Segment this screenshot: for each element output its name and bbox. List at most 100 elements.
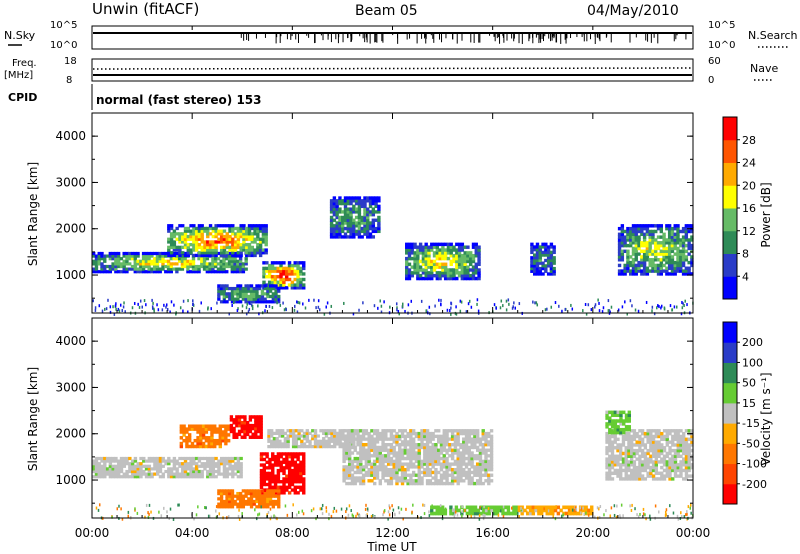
heat-cell — [359, 459, 363, 464]
heat-cell — [550, 305, 553, 309]
heat-cell — [546, 258, 551, 263]
heat-cell — [364, 459, 369, 464]
heat-cell — [173, 303, 175, 307]
heat-cell — [219, 462, 224, 466]
heat-cell — [271, 494, 275, 498]
heat-cell — [619, 477, 623, 481]
heat-cell — [363, 229, 367, 234]
heat-cell — [236, 264, 240, 269]
heat-cell — [311, 434, 315, 438]
heat-cell — [287, 485, 292, 489]
heat-cell — [474, 276, 478, 281]
heat-cell — [249, 286, 254, 291]
heat-cell — [284, 277, 289, 282]
heat-cell — [271, 466, 275, 470]
heat-cell — [347, 431, 352, 436]
heat-cell — [296, 269, 300, 273]
heat-cell — [377, 306, 379, 310]
heat-cell — [487, 479, 491, 483]
heat-cell — [233, 248, 238, 252]
heat-cell — [130, 467, 135, 471]
heat-cell — [264, 251, 268, 255]
heat-cell — [668, 431, 672, 436]
heat-cell — [125, 459, 129, 463]
heat-cell — [282, 286, 286, 290]
heat-cell — [231, 303, 233, 307]
heat-cell — [255, 489, 259, 493]
heat-cell — [167, 240, 171, 244]
heat-cell — [247, 237, 252, 241]
heat-cell — [469, 262, 473, 267]
heat-cell — [670, 232, 675, 237]
heat-cell — [456, 456, 460, 461]
heat-cell — [105, 469, 110, 474]
heat-cell — [332, 196, 337, 200]
heat-cell — [690, 434, 694, 439]
heat-cell — [384, 448, 388, 452]
heat-cell — [676, 235, 680, 239]
heat-cell — [457, 265, 462, 269]
heat-cell — [634, 235, 638, 239]
heat-cell — [475, 462, 480, 466]
heat-cell — [276, 269, 280, 273]
heat-cell — [246, 432, 250, 437]
heat-cell — [244, 294, 248, 299]
heat-cell — [290, 482, 295, 487]
heat-cell — [425, 473, 430, 477]
heat-cell — [347, 468, 352, 472]
heat-cell — [381, 437, 385, 441]
heat-cell — [189, 234, 193, 239]
heat-cell — [150, 459, 154, 463]
heat-cell — [97, 257, 101, 261]
heat-cell — [133, 257, 137, 261]
heat-cell — [123, 301, 125, 305]
heat-cell — [284, 269, 289, 273]
heat-cell — [354, 215, 359, 220]
heat-cell — [425, 468, 430, 472]
heat-cell — [642, 226, 647, 231]
heat-cell — [179, 444, 184, 449]
heat-cell — [103, 462, 107, 466]
heat-cell — [203, 456, 207, 461]
heat-cell — [100, 469, 104, 474]
heat-cell — [164, 459, 168, 463]
heat-cell — [128, 467, 132, 471]
heat-cell — [442, 454, 446, 458]
heat-cell — [431, 465, 435, 469]
heat-cell — [114, 267, 118, 271]
heat-cell — [436, 505, 439, 509]
heat-cell — [676, 224, 680, 228]
heat-cell — [427, 271, 431, 275]
heat-cell — [150, 456, 154, 461]
heat-cell — [273, 491, 278, 495]
heat-cell — [467, 470, 472, 475]
heat-cell — [338, 207, 342, 211]
heat-cell — [271, 468, 275, 473]
heat-cell — [624, 419, 629, 423]
heat-cell — [454, 510, 457, 514]
heat-cell — [667, 252, 672, 256]
heat-cell — [366, 221, 370, 225]
heat-cell — [622, 427, 626, 432]
heat-cell — [357, 215, 362, 220]
heat-cell — [640, 260, 644, 265]
heat-cell — [455, 265, 459, 269]
heat-cell — [181, 251, 185, 255]
heat-cell — [533, 253, 537, 257]
heat-cell — [117, 469, 121, 474]
heat-cell — [428, 468, 433, 472]
heat-cell — [347, 513, 350, 517]
heat-cell — [651, 477, 656, 481]
heat-cell — [360, 235, 364, 239]
heat-cell — [687, 224, 691, 228]
heat-cell — [642, 269, 647, 273]
heat-cell — [471, 245, 476, 249]
heat-cell — [241, 505, 246, 509]
heat-cell — [431, 443, 435, 447]
heat-cell — [108, 467, 113, 471]
heat-cell — [214, 469, 218, 474]
heat-cell — [282, 272, 286, 276]
heat-cell — [363, 199, 367, 203]
heat-cell — [136, 475, 140, 479]
heat-cell — [172, 229, 177, 233]
